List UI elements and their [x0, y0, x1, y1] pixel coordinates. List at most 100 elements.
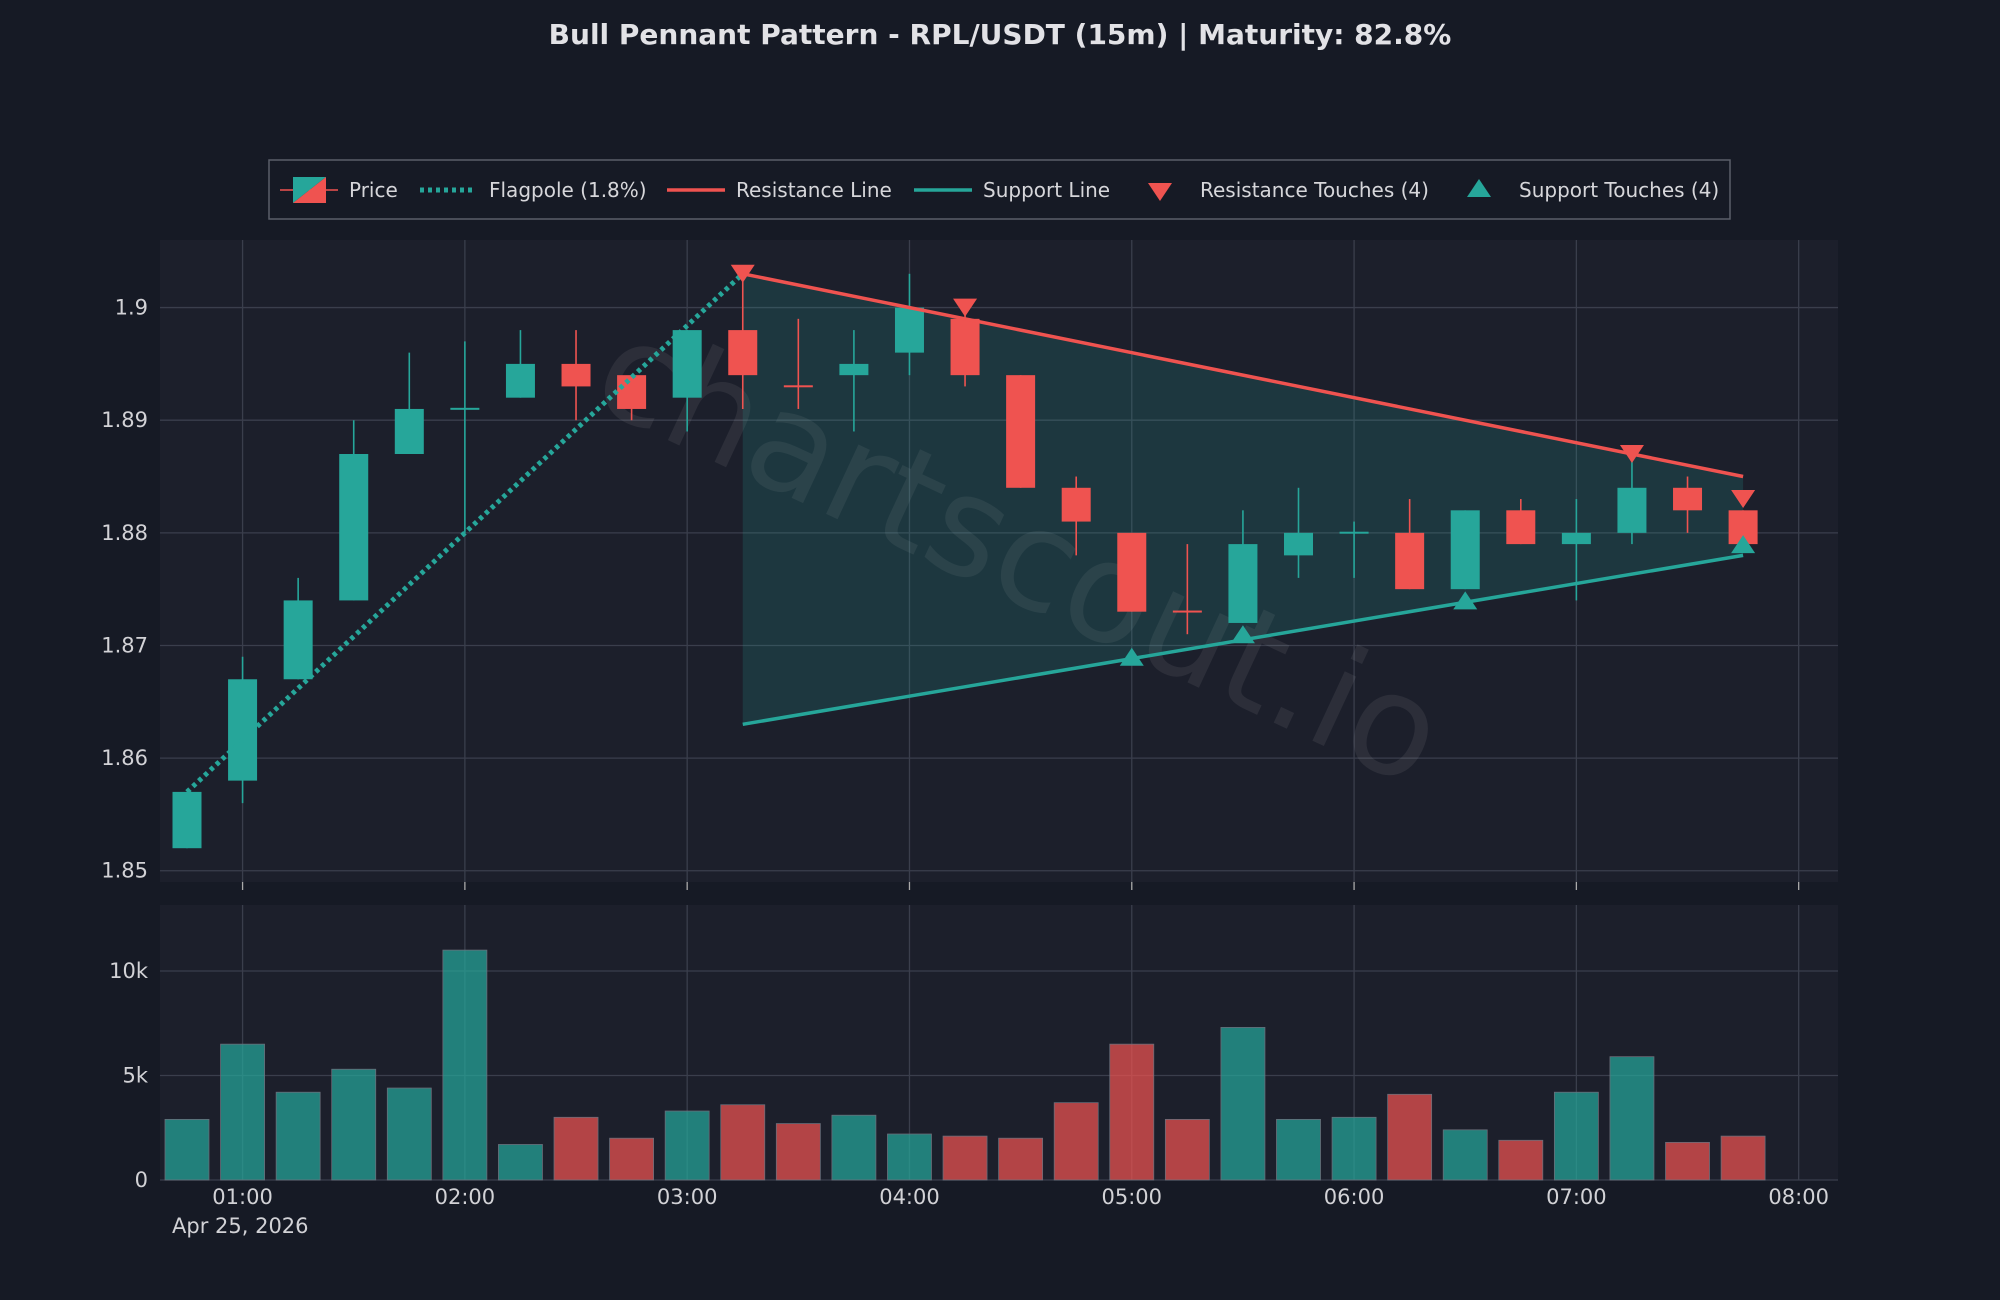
candle-body [728, 330, 758, 376]
candle-body [894, 307, 924, 353]
candle-body [783, 385, 813, 388]
x-tick-label: 05:00 [1102, 1185, 1163, 1209]
candle-body [1339, 531, 1369, 534]
date-label: Apr 25, 2026 [172, 1214, 309, 1238]
volume-bar [1276, 1118, 1321, 1181]
flagpole-line [185, 271, 745, 794]
volume-bar [386, 1087, 432, 1181]
pennant-area [742, 273, 1744, 725]
candle-body [561, 363, 591, 387]
candle-body [672, 330, 702, 398]
candle-body [1228, 544, 1258, 623]
volume-tick-label: 0 [135, 1168, 148, 1192]
resistance-line [742, 272, 1744, 479]
resistance-touch-marker [953, 298, 978, 317]
legend-resistance-touch-swatch [1148, 183, 1172, 201]
legend-price-swatch-bear [293, 177, 326, 203]
volume-bar [775, 1123, 821, 1181]
y-tick-label: 1.87 [101, 633, 148, 657]
candle-body [839, 363, 869, 376]
x-tick-label: 07:00 [1546, 1185, 1607, 1209]
volume-bar [887, 1133, 932, 1181]
candle-body [950, 318, 980, 376]
resistance-touch-marker [1731, 490, 1756, 509]
volume-bar [275, 1091, 321, 1181]
candles [172, 273, 1758, 849]
volume-bar [1609, 1056, 1655, 1181]
y-tick-label: 1.88 [101, 521, 148, 545]
support-touch-marker [1453, 591, 1478, 610]
y-tick-label: 1.9 [115, 296, 148, 320]
x-tick-label: 08:00 [1768, 1185, 1829, 1209]
legend: Price Flagpole (1.8%) Resistance Line Suppo… [268, 159, 1731, 220]
candle-body [505, 363, 535, 398]
volume-bar [1665, 1141, 1710, 1181]
pennant-fill [742, 273, 1744, 725]
y-tick-label: 1.86 [101, 746, 148, 770]
legend-box [268, 159, 1731, 220]
legend-flagpole-label: Flagpole (1.8%) [489, 178, 647, 202]
candle-body [1395, 532, 1425, 590]
candle-body [1617, 487, 1647, 533]
volume-bar [331, 1068, 377, 1181]
volume-bar [164, 1118, 210, 1181]
candle-body [283, 600, 313, 680]
candle-body [1561, 532, 1591, 545]
volume-bar [720, 1104, 766, 1181]
volume-bar [1498, 1139, 1544, 1181]
volume-bar [1053, 1102, 1099, 1181]
candle-body [1006, 375, 1036, 488]
support-touch-marker [1119, 647, 1144, 666]
legend-price-label: Price [349, 178, 398, 202]
candle-body [450, 407, 480, 410]
volume-bar [998, 1137, 1044, 1181]
candle-body [1061, 487, 1091, 522]
y-tick-label: 1.89 [101, 408, 148, 432]
volume-bar [498, 1144, 543, 1181]
x-tick-label: 02:00 [435, 1185, 496, 1209]
support-touch-marker [1230, 625, 1255, 644]
legend-support-touch-swatch [1467, 179, 1491, 197]
price-panel [160, 240, 1838, 882]
candle-body [1450, 510, 1480, 590]
candle-body [1284, 532, 1313, 556]
candle-body [1117, 532, 1147, 612]
support-touch-marker [1731, 535, 1756, 554]
x-tick-label: 06:00 [1324, 1185, 1385, 1209]
volume-bar [831, 1114, 877, 1181]
volume-bar [1387, 1093, 1433, 1181]
volume-tick-label: 10k [109, 959, 149, 983]
axis-labels: 1.85 1.86 1.87 1.88 1.89 1.9 0 5k 10k 01:00 02:00 0… [101, 296, 1829, 1238]
volume-bar [1220, 1027, 1266, 1181]
resistance-touch-marker [730, 264, 755, 283]
volume-bar [1164, 1118, 1210, 1181]
legend-resistance-touches-label: Resistance Touches (4) [1200, 178, 1429, 202]
touch-markers [730, 264, 1756, 666]
volume-bar [442, 949, 488, 1181]
volume-bar [1553, 1091, 1599, 1181]
candle-body [1172, 610, 1202, 613]
volume-bar [1720, 1135, 1766, 1181]
volume-bar [1331, 1116, 1377, 1181]
y-tick-label: 1.85 [101, 859, 148, 883]
resistance-touch-marker [1619, 445, 1644, 463]
volume-bars [164, 949, 1766, 1181]
panels [160, 240, 1838, 1180]
volume-bar [664, 1110, 710, 1181]
volume-bar [220, 1043, 265, 1181]
candle-body [172, 791, 202, 849]
candle-body [1506, 510, 1536, 545]
legend-support-label: Support Line [983, 178, 1110, 202]
candle-body [1673, 487, 1703, 511]
x-tick-label: 03:00 [657, 1185, 718, 1209]
volume-bar [942, 1135, 988, 1181]
volume-bar [1109, 1043, 1155, 1181]
volume-bar [609, 1137, 654, 1181]
legend-resistance-label: Resistance Line [736, 178, 892, 202]
chart-title: Bull Pennant Pattern - RPL/USDT (15m) | … [548, 18, 1452, 51]
volume-bar [553, 1116, 599, 1181]
candle-body [339, 454, 369, 601]
x-tick-label: 04:00 [879, 1185, 940, 1209]
legend-support-touches-label: Support Touches (4) [1519, 178, 1719, 202]
